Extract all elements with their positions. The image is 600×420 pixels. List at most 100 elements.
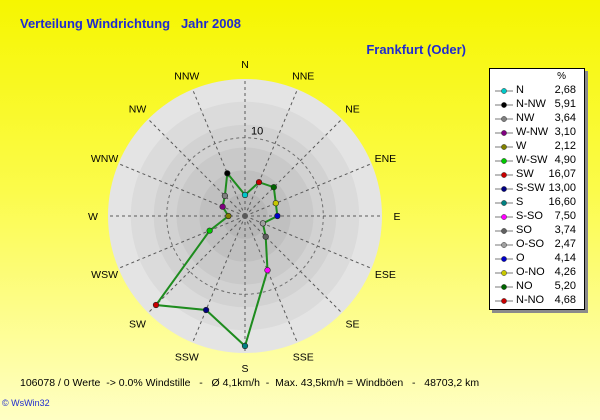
legend-swatch-icon	[495, 186, 513, 192]
direction-label: SSE	[293, 351, 314, 363]
legend-value: 3,64	[554, 112, 576, 124]
legend-item: NO 5,20	[490, 279, 584, 294]
data-point	[274, 212, 281, 220]
data-point	[225, 212, 232, 220]
spoke	[244, 215, 298, 343]
data-point	[264, 267, 271, 274]
legend-item: W-SW 4,90	[490, 153, 584, 168]
spoke	[244, 118, 343, 217]
legend-value: 2,47	[554, 238, 576, 250]
legend-label: N-NO	[516, 294, 545, 306]
legend-label: N-NW	[516, 98, 546, 110]
legend-item: W 2,12	[490, 139, 584, 154]
legend-label: NO	[516, 280, 533, 292]
legend-label: SO	[516, 224, 532, 236]
legend-value: 4,68	[554, 294, 576, 306]
legend-swatch-icon	[495, 130, 513, 136]
legend-item: N 2,68	[490, 83, 584, 98]
legend-label: N	[516, 84, 524, 96]
legend-item: O-SO 2,47	[490, 237, 584, 252]
footer-stats: 106078 / 0 Werte -> 0.0% Windstille - Ø …	[20, 377, 480, 389]
legend-swatch-icon	[495, 298, 513, 304]
legend-unit: %	[557, 71, 566, 82]
spoke	[147, 118, 246, 217]
data-point	[203, 306, 210, 314]
spoke	[118, 215, 246, 269]
legend-label: W-NW	[516, 126, 549, 138]
data-point	[224, 170, 231, 177]
data-point	[270, 184, 277, 191]
data-point	[206, 227, 213, 234]
legend-value: 5,20	[554, 280, 576, 292]
legend-value: 2,68	[554, 84, 576, 96]
data-point	[221, 192, 228, 199]
direction-label: SSW	[175, 351, 199, 363]
spoke	[118, 163, 246, 217]
legend-item: O-NO 4,26	[490, 265, 584, 280]
legend-swatch-icon	[495, 228, 513, 234]
legend-swatch-icon	[495, 242, 513, 248]
data-point	[241, 191, 249, 199]
legend-item: S 16,60	[490, 195, 584, 210]
legend-value: 2,12	[554, 140, 576, 152]
direction-label: NW	[129, 104, 147, 116]
location-label: Frankfurt (Oder)	[366, 42, 466, 57]
direction-label: SW	[129, 319, 146, 331]
data-point	[262, 233, 269, 240]
legend-swatch-icon	[495, 270, 513, 276]
ring-value-label: 10	[251, 126, 263, 138]
spoke	[244, 215, 343, 314]
legend-label: S	[516, 196, 524, 208]
legend-value: 4,26	[554, 266, 576, 278]
legend-swatch-icon	[495, 158, 513, 164]
direction-label: NNE	[292, 71, 314, 83]
legend-swatch-icon	[495, 172, 513, 178]
legend-item: N-NO 4,68	[490, 293, 584, 308]
legend-label: W	[516, 140, 527, 152]
direction-label: WNW	[91, 153, 118, 165]
legend-swatch-icon	[495, 144, 513, 150]
legend-value: 4,14	[554, 252, 576, 264]
direction-label: N	[241, 59, 249, 71]
legend-item: W-NW 3,10	[490, 125, 584, 140]
data-point	[259, 220, 267, 227]
legend-swatch-icon	[495, 214, 513, 220]
data-point	[152, 301, 160, 309]
legend-swatch-icon	[495, 88, 513, 94]
spoke	[192, 89, 246, 217]
legend-value: 16,07	[548, 168, 576, 180]
data-point	[219, 203, 226, 210]
direction-label: ENE	[375, 153, 397, 165]
legend: % N 2,68 N-NW 5,91 NW 3,64 W-NW 3,10 W 2,12 W-SW 4,…	[489, 68, 585, 310]
legend-value: 13,00	[548, 182, 576, 194]
legend-value: 3,74	[554, 224, 576, 236]
legend-value: 7,50	[554, 210, 576, 222]
legend-label: S-SO	[516, 210, 543, 222]
spoke	[244, 89, 298, 217]
legend-label: S-SW	[516, 182, 545, 194]
data-point	[272, 200, 279, 207]
legend-value: 16,60	[548, 196, 576, 208]
legend-label: O	[516, 252, 525, 264]
legend-value: 3,10	[554, 126, 576, 138]
spoke	[192, 215, 246, 343]
credit-label: © WsWin32	[2, 398, 50, 408]
direction-label: WSW	[91, 269, 118, 281]
spoke	[147, 215, 246, 314]
legend-swatch-icon	[495, 116, 513, 122]
direction-label: NE	[345, 104, 360, 116]
legend-swatch-icon	[495, 102, 513, 108]
legend-item: N-NW 5,91	[490, 97, 584, 112]
legend-label: W-SW	[516, 154, 548, 166]
direction-label: SE	[345, 319, 359, 331]
legend-item: SW 16,07	[490, 167, 584, 182]
direction-label: NNW	[174, 71, 199, 83]
chart-title: Verteilung Windrichtung Jahr 2008	[20, 16, 241, 31]
legend-item: S-SW 13,00	[490, 181, 584, 196]
spoke	[244, 163, 372, 217]
legend-value: 5,91	[554, 98, 576, 110]
legend-item: NW 3,64	[490, 111, 584, 126]
legend-label: O-SO	[516, 238, 545, 250]
legend-label: NW	[516, 112, 535, 124]
